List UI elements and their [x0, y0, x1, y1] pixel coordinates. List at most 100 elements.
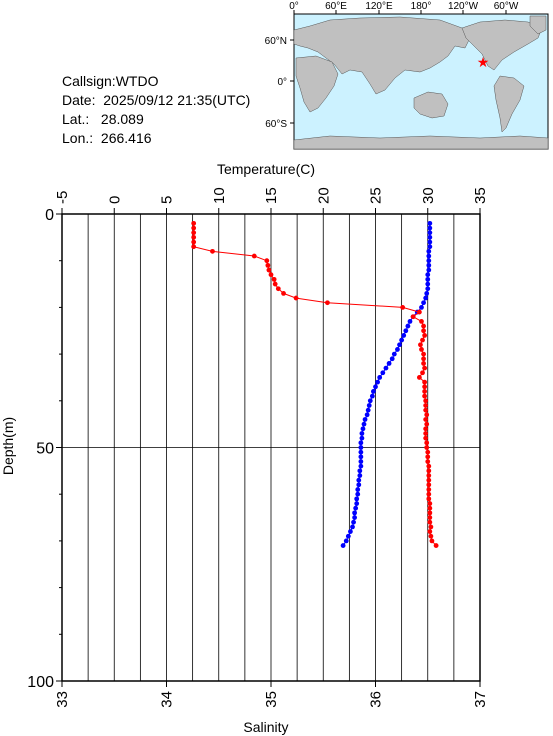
salinity-point	[422, 393, 428, 399]
temperature-point	[369, 393, 375, 399]
temperature-point	[350, 524, 355, 530]
salinity-point	[426, 496, 432, 502]
callsign-row: Callsign:WTDO	[62, 72, 250, 91]
longitude-label: Lon.:	[62, 130, 94, 146]
salinity-point	[427, 510, 433, 516]
salinity-tick-label: 34	[159, 691, 176, 708]
temperature-point	[371, 389, 376, 394]
temperature-axis-title: Temperature(C)	[217, 161, 315, 177]
salinity-point	[416, 309, 422, 315]
temperature-point	[386, 361, 392, 366]
callsign-value: WTDO	[115, 73, 159, 89]
temperature-point	[425, 281, 431, 287]
map-lon-label: 60°E	[325, 1, 347, 12]
salinity-point	[423, 435, 429, 441]
temperature-point	[425, 272, 431, 278]
salinity-point	[410, 314, 416, 320]
salinity-point	[428, 524, 434, 530]
salinity-point	[426, 477, 432, 483]
depth-axis-title: Depth(m)	[0, 417, 16, 475]
temperature-tick-label: 20	[315, 187, 332, 204]
temperature-point	[405, 323, 411, 329]
temperature-point	[358, 463, 364, 469]
temperature-point	[375, 379, 380, 385]
salinity-point	[265, 262, 271, 268]
longitude-value: 266.416	[100, 130, 152, 146]
temperature-point	[424, 290, 430, 296]
salinity-point	[423, 417, 429, 422]
salinity-point	[422, 389, 428, 394]
temperature-point	[399, 337, 405, 343]
temperature-point	[380, 370, 386, 376]
land-greenland	[529, 15, 547, 35]
depth-tick-label: 50	[36, 441, 54, 458]
temperature-point	[351, 519, 356, 525]
salinity-point	[423, 398, 429, 404]
map-lon-label: 0°	[289, 1, 299, 12]
salinity-point	[275, 286, 281, 292]
land-africa	[295, 55, 339, 113]
salinity-point	[421, 351, 426, 357]
salinity-point	[191, 230, 197, 236]
temperature-tick-label: -5	[54, 191, 71, 204]
salinity-point	[420, 370, 425, 376]
salinity-point	[425, 449, 431, 455]
temperature-tick-label: 30	[420, 187, 437, 204]
salinity-tick-label: 37	[472, 691, 489, 708]
temperature-point	[359, 431, 365, 436]
salinity-point	[427, 501, 433, 506]
temperature-point	[426, 262, 432, 268]
temperature-point	[423, 295, 429, 301]
salinity-point	[422, 365, 428, 371]
temperature-point	[366, 403, 372, 408]
salinity-point	[421, 361, 426, 366]
salinity-point	[210, 248, 215, 254]
land-europe-asia	[293, 16, 471, 95]
temperature-point	[427, 244, 433, 250]
land-antarctica	[293, 135, 549, 150]
salinity-point	[268, 272, 274, 278]
salinity-point	[423, 426, 429, 432]
temperature-point	[397, 342, 402, 348]
salinity-point	[425, 459, 431, 464]
land-south-america	[493, 75, 525, 133]
temperature-tick-label: 35	[472, 187, 489, 204]
temperature-point	[395, 347, 400, 352]
temperature-point	[356, 482, 362, 488]
latitude-row: Lat.: 28.089	[62, 110, 250, 129]
temperature-point	[373, 384, 378, 390]
salinity-point	[423, 403, 429, 408]
map-lat-label: 60°S	[265, 119, 287, 130]
station-info-panel: Callsign:WTDO Date: 2025/09/12 21:35(UTC…	[62, 72, 250, 148]
salinity-point	[419, 319, 424, 324]
map-lon-label: 120°E	[365, 1, 393, 12]
temperature-point	[361, 421, 367, 427]
temperature-point	[358, 459, 364, 464]
temperature-point	[427, 220, 433, 226]
temperature-point	[426, 248, 432, 254]
salinity-point	[191, 239, 197, 245]
map-ticks	[290, 10, 507, 124]
salinity-point	[428, 533, 434, 539]
salinity-point	[426, 473, 432, 478]
temperature-point	[403, 328, 409, 334]
salinity-point	[191, 225, 197, 231]
salinity-point	[421, 356, 426, 362]
date-value: 2025/09/12 21:35(UTC)	[103, 92, 251, 108]
salinity-point	[422, 333, 428, 338]
temperature-point	[356, 477, 362, 483]
salinity-point	[416, 375, 422, 380]
temperature-point	[358, 454, 364, 460]
salinity-line	[193, 223, 437, 546]
salinity-point	[427, 519, 433, 525]
temperature-point	[365, 407, 371, 413]
salinity-point	[426, 491, 432, 497]
temperature-point	[354, 496, 360, 502]
depth-tick-label: 0	[45, 207, 54, 224]
salinity-point	[272, 281, 278, 287]
salinity-point	[400, 305, 406, 310]
salinity-point	[427, 515, 433, 520]
temperature-point	[425, 276, 431, 282]
temperature-point	[358, 449, 364, 455]
